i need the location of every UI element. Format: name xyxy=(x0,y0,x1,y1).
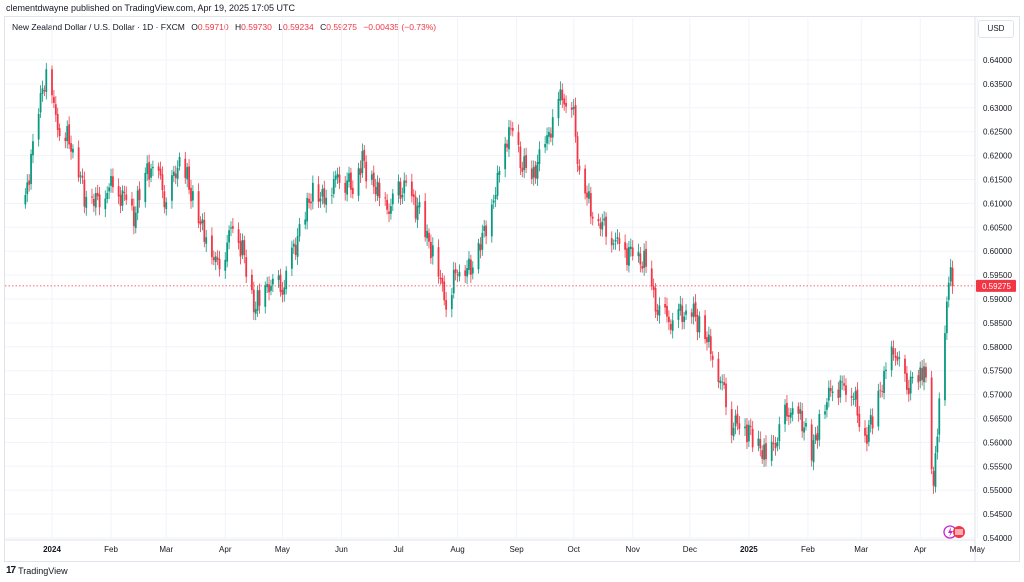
footer: 17 TradingView xyxy=(6,565,68,576)
open-value: 0.59710 xyxy=(197,22,229,32)
close-value: 0.59275 xyxy=(326,22,357,32)
tradingview-logo-icon: 17 xyxy=(6,565,16,576)
symbol-name: New Zealand Dollar / U.S. Dollar · 1D · … xyxy=(12,22,185,32)
high-value: 0.59730 xyxy=(241,22,272,32)
open-key: O xyxy=(191,22,198,32)
chart-frame xyxy=(4,16,1020,562)
low-value: 0.59234 xyxy=(282,22,314,32)
close-key: C xyxy=(320,22,327,32)
publisher-line: clementdwayne published on TradingView.c… xyxy=(6,3,296,13)
chart-legend: New Zealand Dollar / U.S. Dollar · 1D · … xyxy=(12,22,436,32)
currency-button[interactable]: USD xyxy=(978,20,1014,38)
change-value: −0.00435 (−0.73%) xyxy=(363,22,437,32)
brand-name[interactable]: TradingView xyxy=(18,565,68,576)
low-key: L xyxy=(278,22,283,32)
high-key: H xyxy=(235,22,242,32)
